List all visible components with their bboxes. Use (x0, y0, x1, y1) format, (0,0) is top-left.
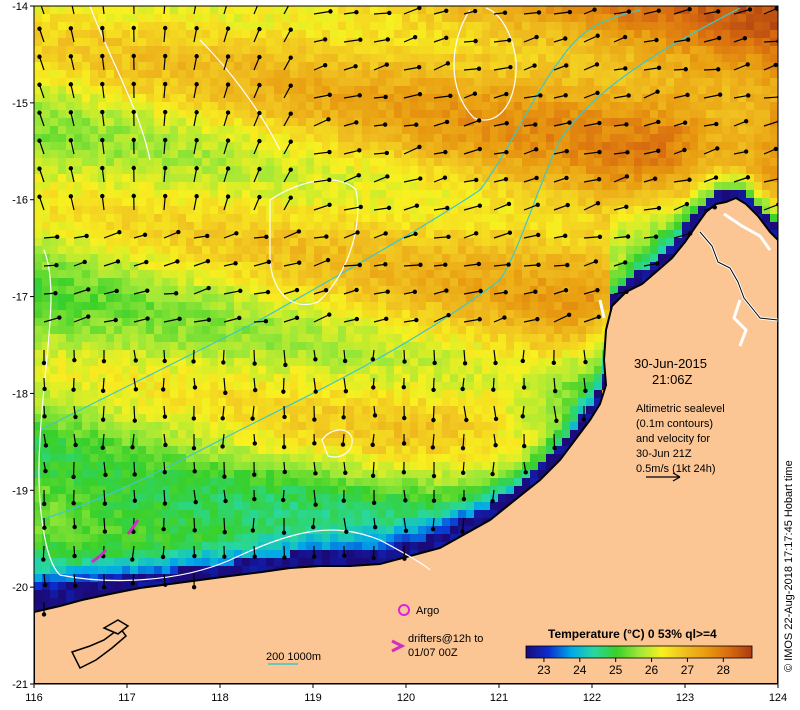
argo-label: Argo (416, 605, 439, 617)
drifters-label-line1: drifters@12h to (408, 633, 483, 645)
map-date: 30-Jun-2015 (634, 356, 707, 371)
colorbar-tick-label: 23 (537, 663, 551, 677)
colorbar-tick-label: 24 (573, 663, 587, 677)
lon-tick-label: 123 (676, 692, 694, 704)
drifters-label-line2: 01/07 00Z (408, 647, 458, 659)
longitude-ticks: 116 117 118 119 120 121 122 123 124 (25, 684, 787, 704)
coast-detail (699, 231, 778, 321)
colorbar-title: Temperature (°C) 0 53% ql>=4 (548, 627, 717, 641)
island (102, 619, 130, 635)
isobath-label: 200 1000m (266, 651, 321, 663)
sealevel-notes: Altimetric sealevel (0.1m contours) and ve… (636, 403, 725, 475)
lat-tick-label: -19 (12, 485, 28, 497)
lat-tick-label: -20 (12, 582, 28, 594)
lon-tick-label: 121 (490, 692, 508, 704)
lat-tick-label: -15 (12, 98, 28, 110)
latitude-ticks: -14 -15 -16 -17 -18 -19 -20 -21 (12, 1, 34, 691)
velocity-arrows (37, 6, 778, 617)
isobath-lines (39, 7, 741, 521)
lat-tick-label: -14 (12, 1, 28, 13)
colorbar-tick-label: 27 (681, 663, 695, 677)
drifter-tracks (91, 519, 140, 564)
drifter-marker-icon (391, 639, 406, 653)
australia-land (34, 196, 778, 684)
colorbar-ticks: 23 24 25 26 27 28 (537, 658, 730, 677)
sealevel-note-line: and velocity for (636, 433, 710, 445)
lat-tick-label: -21 (12, 679, 28, 691)
sealevel-note-line: 30-Jun 21Z (636, 448, 692, 460)
lat-tick-label: -17 (12, 292, 28, 304)
sealevel-note-line: 0.5m/s (1kt 24h) (636, 463, 715, 475)
lon-tick-label: 119 (304, 692, 322, 704)
lon-tick-label: 124 (769, 692, 787, 704)
map-plot-area (34, 6, 778, 684)
lat-tick-label: -18 (12, 388, 28, 400)
island (70, 626, 128, 670)
lat-tick-label: -16 (12, 195, 28, 207)
credit-text: © IMOS 22-Aug-2018 17:17:45 Hobart time (783, 460, 795, 672)
lon-tick-label: 122 (583, 692, 601, 704)
colorbar-tick-label: 25 (609, 663, 623, 677)
scale-arrow (646, 472, 681, 482)
colorbar-tick-label: 28 (717, 663, 731, 677)
colorbar (525, 645, 753, 659)
lon-tick-label: 120 (397, 692, 415, 704)
lon-tick-label: 117 (118, 692, 136, 704)
lon-tick-label: 116 (25, 692, 43, 704)
argo-marker-icon (398, 604, 410, 616)
sealevel-note-line: Altimetric sealevel (636, 403, 725, 415)
map-time: 21:06Z (652, 372, 693, 387)
colorbar-tick-label: 26 (645, 663, 659, 677)
sealevel-note-line: (0.1m contours) (636, 418, 713, 430)
lon-tick-label: 118 (211, 692, 229, 704)
